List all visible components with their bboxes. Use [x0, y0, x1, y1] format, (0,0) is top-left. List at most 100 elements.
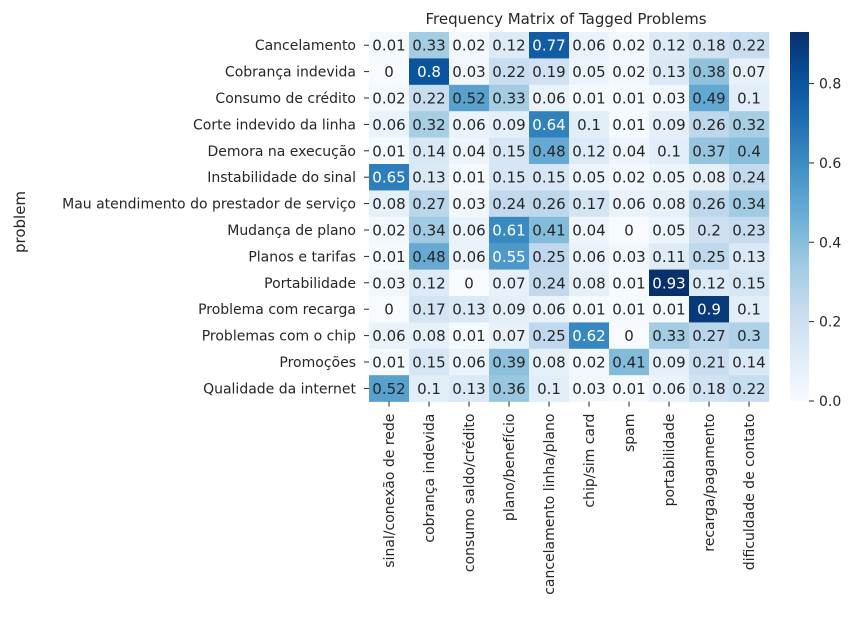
heatmap-cell [369, 32, 410, 59]
cell-value-label: 0 [384, 63, 394, 81]
heatmap-cell [689, 84, 730, 112]
cell-value-label: 0.15 [732, 274, 765, 292]
cell-value-label: 0.37 [692, 142, 725, 160]
heatmap-cell [569, 32, 610, 59]
cell-value-label: 0.17 [572, 195, 605, 213]
colorbar-gradient [790, 32, 809, 401]
column-label: recarga/pagamento [702, 414, 718, 552]
heatmap-cell [729, 190, 770, 218]
cell-value-label: 0.09 [492, 301, 525, 319]
column-label: plano/benefício [502, 414, 518, 521]
heatmap-cell [569, 269, 610, 297]
heatmap-cell [489, 137, 530, 165]
heatmap-cell [529, 164, 570, 191]
cell-value-label: 0.14 [732, 354, 765, 372]
cell-value-label: 0.09 [652, 354, 685, 372]
cell-value-label: 0.61 [492, 222, 525, 240]
cell-value-label: 0.04 [612, 142, 645, 160]
heatmap-cell [489, 32, 530, 59]
heatmap-cell [689, 243, 730, 270]
heatmap-cell [369, 216, 410, 244]
cell-value-label: 0.52 [452, 90, 485, 108]
heatmap-cell [689, 58, 730, 86]
heatmap-cell [449, 84, 490, 112]
cell-value-label: 0.06 [452, 222, 485, 240]
cell-value-label: 0.24 [492, 195, 525, 213]
heatmap-cell [569, 58, 610, 86]
heatmap-cell [729, 269, 770, 297]
cell-value-label: 0.38 [692, 63, 725, 81]
cell-value-label: 0.1 [577, 116, 601, 134]
cell-value-label: 0.07 [492, 327, 525, 345]
cell-value-label: 0.07 [732, 63, 765, 81]
cell-value-label: 0.1 [657, 142, 681, 160]
heatmap-cell [609, 58, 650, 86]
colorbar-tick-label: 0.8 [819, 77, 841, 93]
cell-value-label: 0.25 [532, 327, 565, 345]
cell-value-label: 0.39 [492, 354, 525, 372]
cell-value-label: 0 [624, 222, 634, 240]
cell-value-label: 0.03 [452, 195, 485, 213]
heatmap-cell [569, 111, 610, 138]
column-label: spam [622, 414, 638, 452]
row-label: Demora na execução [207, 144, 356, 160]
cell-value-label: 0.14 [412, 142, 445, 160]
heatmap-cell [569, 375, 610, 402]
cell-value-label: 0 [384, 301, 394, 319]
cell-value-label: 0.12 [652, 37, 685, 55]
cell-value-label: 0.15 [492, 142, 525, 160]
heatmap-cell [369, 322, 410, 350]
row-label: Planos e tarifas [248, 249, 356, 265]
cell-value-label: 0.08 [532, 354, 565, 372]
cell-value-label: 0.06 [612, 195, 645, 213]
cell-value-label: 0.32 [412, 116, 445, 134]
cell-value-label: 0.06 [372, 327, 405, 345]
cell-value-label: 0.21 [692, 354, 725, 372]
heatmap-cell [489, 164, 530, 191]
column-label: chip/sim card [582, 414, 598, 508]
cell-value-label: 0.03 [612, 248, 645, 266]
heatmap-cell [689, 348, 730, 376]
heatmap-cell [489, 216, 530, 244]
heatmap-cell [449, 164, 490, 191]
cell-value-label: 0.05 [652, 222, 685, 240]
heatmap-cell [529, 375, 570, 402]
heatmap-cell [529, 216, 570, 244]
heatmap-cell [369, 296, 410, 323]
heatmap-cell [689, 216, 730, 244]
heatmap-cell [409, 348, 450, 376]
heatmap-cell [449, 190, 490, 218]
cell-value-label: 0.17 [412, 301, 445, 319]
cell-value-label: 0.03 [372, 274, 405, 292]
heatmap-cell [529, 84, 570, 112]
row-label: Cobrança indevida [225, 65, 356, 81]
heatmap-cell [409, 216, 450, 244]
heatmap-cell [729, 322, 770, 350]
cell-value-label: 0.33 [412, 37, 445, 55]
heatmap-cell [649, 269, 690, 297]
heatmap-cell [489, 84, 530, 112]
cell-value-label: 0.55 [492, 248, 525, 266]
cell-value-label: 0.04 [572, 222, 605, 240]
cell-value-label: 0.1 [737, 90, 761, 108]
heatmap-cell [649, 84, 690, 112]
cell-value-label: 0.77 [532, 37, 565, 55]
heatmap-cell [649, 32, 690, 59]
heatmap-cell [529, 269, 570, 297]
heatmap-cell [489, 58, 530, 86]
row-label: Problemas com o chip [202, 329, 356, 345]
row-label: Cancelamento [255, 38, 356, 54]
heatmap-cell [569, 190, 610, 218]
heatmap-cell [529, 296, 570, 323]
heatmap-cell [489, 269, 530, 297]
cell-value-label: 0.06 [372, 116, 405, 134]
cell-value-label: 0.3 [737, 327, 761, 345]
heatmap-cell [409, 322, 450, 350]
cell-value-label: 0.06 [452, 116, 485, 134]
colorbar-tick-label: 0.6 [819, 156, 841, 172]
cell-value-label: 0.06 [652, 380, 685, 398]
heatmap-cell [649, 164, 690, 191]
cell-value-label: 0.01 [572, 90, 605, 108]
heatmap-cell [489, 111, 530, 138]
heatmap-cell [609, 190, 650, 218]
